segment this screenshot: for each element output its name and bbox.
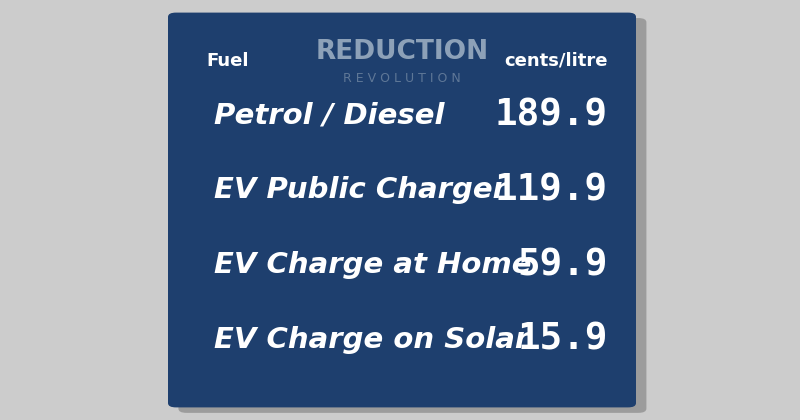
FancyBboxPatch shape [168,13,636,407]
Text: 189.9: 189.9 [495,97,608,134]
Text: EV Charge on Solar: EV Charge on Solar [214,326,530,354]
Text: R E V O L U T I O N: R E V O L U T I O N [343,72,461,85]
Text: cents/litre: cents/litre [505,52,608,70]
Text: Fuel: Fuel [206,52,249,70]
Text: 15.9: 15.9 [518,322,608,358]
Text: 59.9: 59.9 [518,247,608,283]
Text: EV Charge at Home: EV Charge at Home [214,251,532,279]
Text: 119.9: 119.9 [495,172,608,208]
FancyBboxPatch shape [178,18,646,413]
Text: EV Public Charger: EV Public Charger [214,176,507,204]
Text: Petrol / Diesel: Petrol / Diesel [214,102,445,129]
Text: REDUCTION: REDUCTION [315,39,489,65]
